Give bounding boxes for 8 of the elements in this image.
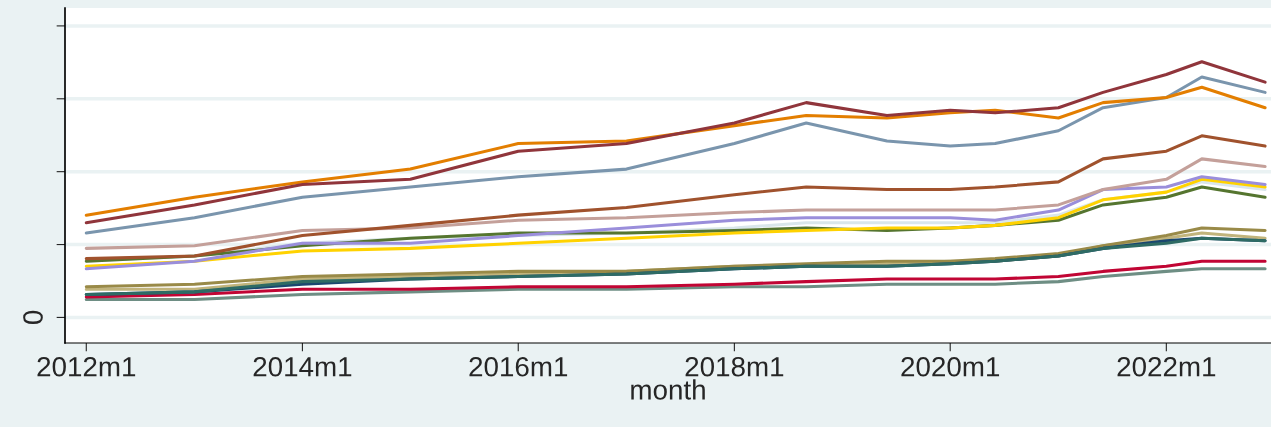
x-tick-label: 2014m1 [253, 356, 352, 377]
x-tick-label: 2022m1 [1117, 356, 1216, 377]
x-tick-label: 2020m1 [901, 356, 1000, 377]
text: 0 [23, 310, 43, 325]
x-tick-label: 2012m1 [37, 356, 136, 377]
x-tick-label: 2018m1 [685, 356, 784, 377]
x-axis-title: month [631, 379, 705, 400]
x-tick-label: 2016m1 [469, 356, 568, 377]
